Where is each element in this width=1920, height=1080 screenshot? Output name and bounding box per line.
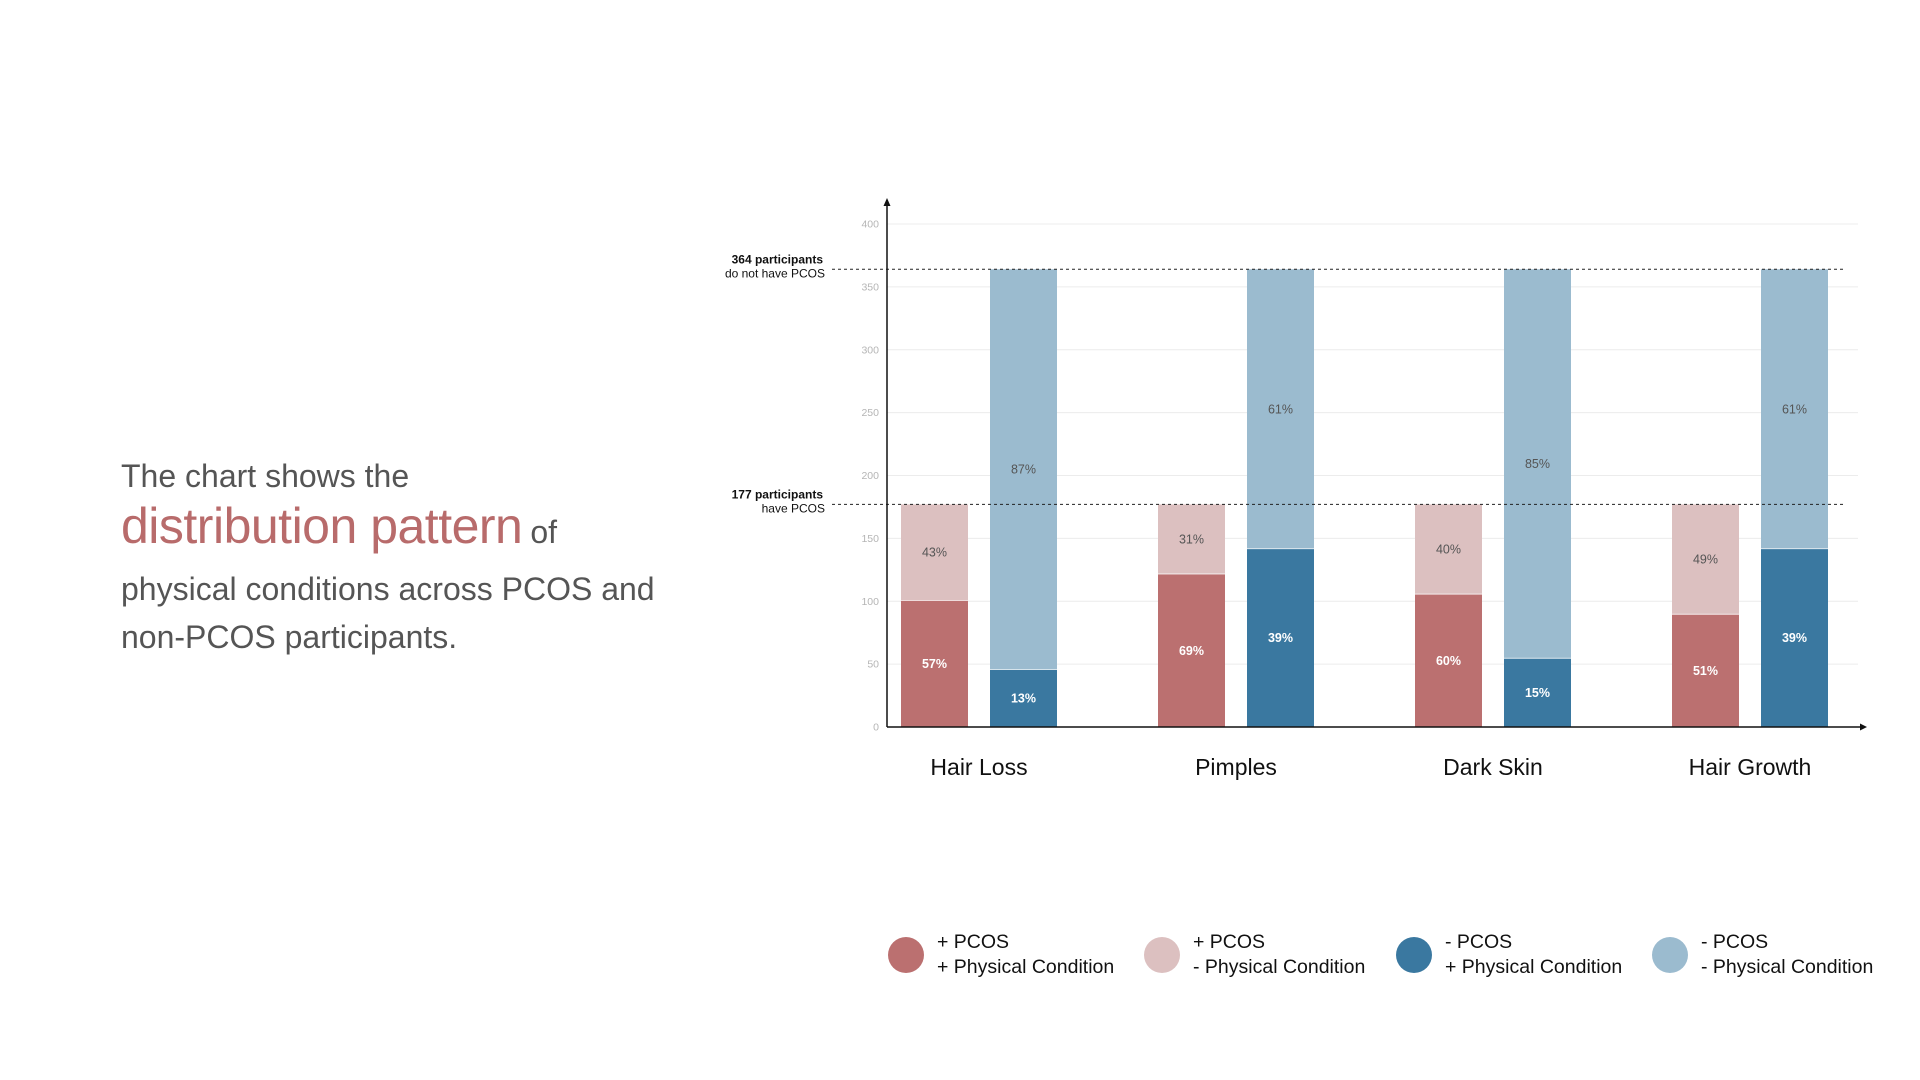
legend-line-1: + PCOS — [1193, 931, 1266, 953]
x-category-label: Pimples — [1195, 754, 1277, 780]
bar-nonpcos-with-condition — [1504, 657, 1571, 727]
y-axis-arrowhead — [883, 198, 891, 206]
bar-pcos-without-condition — [1672, 504, 1739, 614]
chart-description: The chart shows the distribution pattern… — [121, 452, 701, 661]
y-tick-label: 150 — [861, 533, 879, 545]
bar-nonpcos-with-condition — [1761, 548, 1828, 727]
legend-line-1: - PCOS — [1445, 931, 1513, 953]
legend-label: + PCOS - Physical Condition — [1193, 930, 1365, 980]
reference-annotation-title: 177 participants — [732, 487, 824, 501]
bar-nonpcos-without-condition — [990, 269, 1057, 670]
bar-nonpcos-with-condition — [1247, 548, 1314, 727]
x-category-label: Hair Growth — [1689, 754, 1812, 780]
description-highlight-row: distribution pattern of — [121, 500, 701, 565]
bar-nonpcos-without-condition — [1504, 269, 1571, 658]
reference-annotation-text: have PCOS — [762, 501, 825, 515]
legend-label: + PCOS + Physical Condition — [937, 930, 1114, 980]
y-tick-label: 50 — [867, 659, 879, 671]
data-label: 61% — [1782, 402, 1807, 416]
bar-pcos-with-condition — [1672, 613, 1739, 727]
legend-line-2: - Physical Condition — [1701, 956, 1874, 978]
x-category-label: Dark Skin — [1443, 754, 1543, 780]
y-tick-label: 400 — [861, 219, 879, 231]
bar-pcos-without-condition — [1415, 504, 1482, 594]
y-tick-label: 350 — [861, 281, 879, 293]
legend-item-pcos-yes-cond-no: + PCOS - Physical Condition — [1144, 928, 1365, 982]
legend-label: - PCOS + Physical Condition — [1445, 930, 1622, 980]
bar-nonpcos-without-condition — [1761, 269, 1828, 549]
legend-line-2: - Physical Condition — [1193, 956, 1366, 978]
y-tick-label: 100 — [861, 596, 879, 608]
data-label: 15% — [1525, 686, 1550, 700]
legend-item-pcos-no-cond-yes: - PCOS + Physical Condition — [1396, 928, 1622, 982]
x-axis-arrowhead — [1860, 723, 1867, 731]
data-label: 85% — [1525, 457, 1550, 471]
data-label: 49% — [1693, 553, 1718, 567]
bar-pcos-without-condition — [901, 504, 968, 600]
reference-annotation-title: 364 participants — [732, 252, 824, 266]
y-tick-label: 250 — [861, 407, 879, 419]
legend-line-2: + Physical Condition — [1445, 956, 1623, 978]
legend-line-1: + PCOS — [937, 931, 1010, 953]
data-label: 40% — [1436, 543, 1461, 557]
x-category-label: Hair Loss — [930, 754, 1027, 780]
legend-line-1: - PCOS — [1701, 931, 1769, 953]
description-line-4: non-PCOS participants. — [121, 619, 458, 655]
y-tick-label: 0 — [873, 722, 879, 734]
legend-swatch — [1396, 937, 1432, 973]
data-label: 87% — [1011, 463, 1036, 477]
description-of: of — [530, 514, 558, 550]
legend-item-pcos-yes-cond-yes: + PCOS + Physical Condition — [888, 928, 1114, 982]
data-label: 60% — [1436, 654, 1461, 668]
data-label: 51% — [1693, 664, 1718, 678]
y-tick-label: 200 — [861, 470, 879, 482]
legend-swatch — [1652, 937, 1688, 973]
reference-annotation-text: do not have PCOS — [725, 266, 825, 280]
description-highlight: distribution pattern — [121, 498, 523, 554]
description-line-1: The chart shows the — [121, 458, 410, 494]
description-line-3: physical conditions across PCOS and — [121, 571, 655, 607]
bar-nonpcos-with-condition — [990, 669, 1057, 727]
data-label: 31% — [1179, 533, 1204, 547]
bar-nonpcos-without-condition — [1247, 269, 1314, 549]
data-label: 69% — [1179, 644, 1204, 658]
legend-item-pcos-no-cond-no: - PCOS - Physical Condition — [1652, 928, 1873, 982]
bar-pcos-with-condition — [1415, 593, 1482, 727]
legend-line-2: + Physical Condition — [937, 956, 1115, 978]
data-label: 39% — [1268, 631, 1293, 645]
data-label: 13% — [1011, 692, 1036, 706]
legend-swatch — [888, 937, 924, 973]
bar-pcos-with-condition — [901, 599, 968, 727]
data-label: 61% — [1268, 402, 1293, 416]
data-label: 57% — [922, 657, 947, 671]
legend-swatch — [1144, 937, 1180, 973]
y-tick-label: 300 — [861, 344, 879, 356]
bar-pcos-without-condition — [1158, 504, 1225, 574]
legend-label: - PCOS - Physical Condition — [1701, 930, 1873, 980]
data-label: 39% — [1782, 631, 1807, 645]
data-label: 43% — [922, 546, 947, 560]
bar-pcos-with-condition — [1158, 573, 1225, 727]
